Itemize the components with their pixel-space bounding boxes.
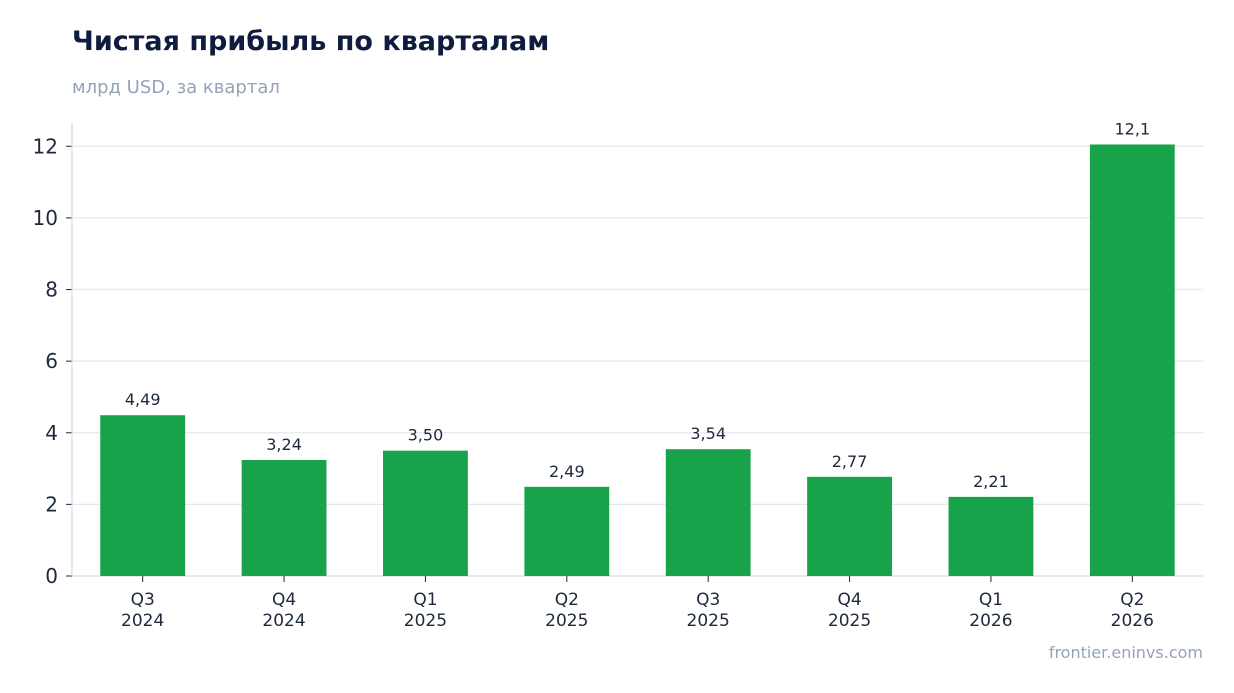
y-tick-label: 4	[45, 421, 58, 445]
data-label: 12,1	[1115, 119, 1151, 138]
chart-subtitle: млрд USD, за квартал	[72, 77, 280, 98]
bar	[100, 415, 186, 576]
data-label: 2,77	[832, 452, 868, 471]
x-tick-label-quarter: Q3	[131, 590, 155, 610]
bar	[1089, 144, 1175, 577]
bar	[665, 449, 751, 576]
bar	[383, 450, 468, 576]
y-tick-label: 2	[45, 492, 58, 516]
x-tick-label-quarter: Q4	[272, 590, 296, 610]
x-tick-label-quarter: Q1	[979, 590, 1003, 610]
x-tick-label-quarter: Q2	[1120, 590, 1144, 610]
data-label: 3,50	[408, 426, 444, 445]
grid-lines	[72, 145, 1203, 505]
x-tick-label-year: 2026	[1111, 611, 1154, 631]
bar	[524, 486, 610, 576]
y-tick-label: 12	[33, 134, 58, 158]
labels: 0246810124,49Q320243,24Q420243,50Q120252…	[33, 119, 1154, 631]
x-tick-label-year: 2025	[545, 611, 588, 631]
source-credit: frontier.eninvs.com	[1048, 643, 1203, 662]
y-tick-label: 0	[45, 564, 58, 588]
x-tick-label-year: 2025	[687, 611, 730, 631]
x-tick-label-quarter: Q4	[837, 590, 861, 610]
data-label: 3,54	[690, 424, 726, 443]
x-tick-label-year: 2024	[121, 611, 164, 631]
y-tick-label: 8	[45, 278, 58, 302]
bar	[948, 496, 1034, 576]
x-tick-label-year: 2025	[404, 611, 447, 631]
data-label: 2,21	[973, 472, 1009, 491]
x-tick-label-quarter: Q3	[696, 590, 720, 610]
x-tick-label-year: 2024	[262, 611, 305, 631]
data-label: 2,49	[549, 462, 585, 481]
x-tick-label-year: 2025	[828, 611, 871, 631]
x-tick-label-year: 2026	[969, 611, 1012, 631]
chart-title: Чистая прибыль по кварталам	[72, 26, 550, 57]
x-tick-label-quarter: Q2	[555, 590, 579, 610]
x-tick-label-quarter: Q1	[413, 590, 437, 610]
y-tick-label: 10	[33, 206, 58, 230]
bars	[100, 144, 1175, 577]
data-label: 4,49	[125, 390, 161, 409]
y-tick-label: 6	[45, 349, 58, 373]
data-label: 3,24	[266, 435, 302, 454]
bar	[241, 459, 327, 576]
bar	[807, 476, 892, 576]
